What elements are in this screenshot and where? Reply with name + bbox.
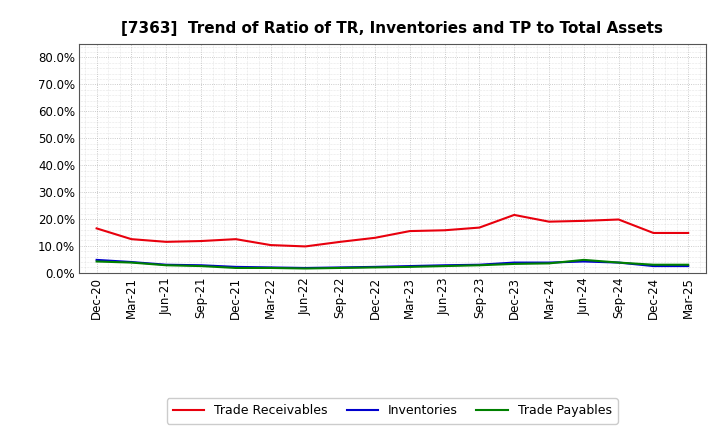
Trade Receivables [441,227,449,233]
Inventories [405,264,414,269]
Inventories [127,260,135,265]
Trade Receivables [232,237,240,242]
Line: Trade Payables: Trade Payables [96,260,688,268]
Trade Payables [475,263,484,268]
Trade Payables [614,260,623,265]
Trade Payables [232,265,240,271]
Trade Receivables [127,237,135,242]
Trade Payables [336,265,344,271]
Inventories [197,263,205,268]
Trade Payables [580,257,588,263]
Inventories [684,264,693,269]
Trade Payables [649,262,658,268]
Inventories [232,264,240,270]
Trade Receivables [510,212,518,217]
Trade Receivables [649,230,658,235]
Trade Receivables [301,244,310,249]
Trade Receivables [684,230,693,235]
Trade Receivables [371,235,379,240]
Inventories [371,264,379,270]
Inventories [301,265,310,271]
Trade Receivables [266,242,275,248]
Trade Receivables [614,217,623,222]
Inventories [336,265,344,270]
Trade Receivables [92,226,101,231]
Inventories [266,265,275,270]
Trade Receivables [336,239,344,245]
Inventories [649,264,658,269]
Inventories [614,260,623,265]
Trade Receivables [545,219,554,224]
Trade Payables [162,263,171,268]
Trade Payables [441,264,449,269]
Trade Payables [684,262,693,268]
Trade Receivables [197,238,205,244]
Trade Payables [405,264,414,270]
Inventories [545,260,554,265]
Line: Trade Receivables: Trade Receivables [96,215,688,246]
Trade Receivables [475,225,484,230]
Inventories [441,263,449,268]
Trade Payables [371,265,379,270]
Inventories [510,260,518,265]
Line: Inventories: Inventories [96,260,688,268]
Trade Payables [301,266,310,271]
Trade Payables [197,264,205,269]
Trade Receivables [580,218,588,224]
Trade Payables [510,261,518,267]
Trade Payables [266,265,275,271]
Trade Receivables [405,228,414,234]
Inventories [162,262,171,268]
Trade Payables [92,259,101,264]
Trade Receivables [162,239,171,245]
Trade Payables [127,260,135,265]
Legend: Trade Receivables, Inventories, Trade Payables: Trade Receivables, Inventories, Trade Pa… [167,398,618,424]
Trade Payables [545,261,554,266]
Inventories [580,259,588,264]
Inventories [92,257,101,263]
Inventories [475,262,484,268]
Title: [7363]  Trend of Ratio of TR, Inventories and TP to Total Assets: [7363] Trend of Ratio of TR, Inventories… [122,21,663,36]
